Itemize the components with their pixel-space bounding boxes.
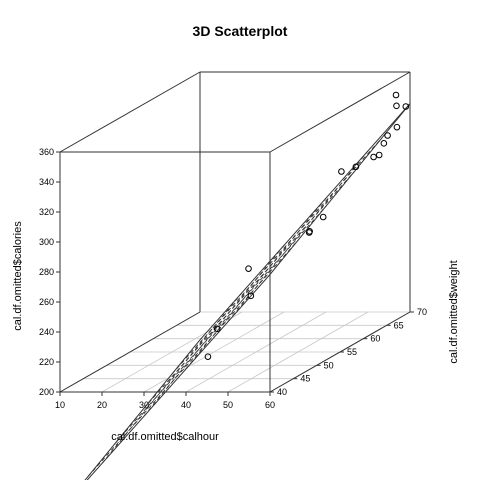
plot-box [59, 71, 411, 393]
x-tick-label: 10 [55, 400, 65, 410]
data-point [245, 265, 252, 272]
floor-grid [59, 311, 411, 393]
data-point [375, 151, 383, 159]
regression-plane-gridline [143, 171, 355, 409]
y-tick-label: 45 [300, 374, 310, 384]
x-tick-label: 40 [181, 400, 191, 410]
regression-plane-edge [199, 103, 411, 341]
data-point [393, 123, 401, 131]
z-tick-label: 280 [39, 267, 54, 277]
data-point [213, 325, 221, 333]
data-point [247, 292, 255, 300]
y-tick-label: 70 [417, 307, 427, 317]
data-point [384, 132, 391, 139]
plot-box-edge [269, 71, 411, 153]
x-tick-label: 50 [223, 400, 233, 410]
y-tick-label: 55 [347, 347, 357, 357]
y-tick-label: 40 [277, 387, 287, 397]
z-tick-label: 320 [39, 207, 54, 217]
chart-title: 3D Scatterplot [193, 23, 288, 39]
data-point [402, 103, 410, 110]
regression-plane-edge [86, 274, 271, 480]
x-tick-label: 20 [97, 400, 107, 410]
z-tick-label: 220 [39, 357, 54, 367]
data-point [319, 213, 327, 221]
regression-plane-edge [269, 103, 411, 275]
regression-plane-gridline [115, 205, 327, 443]
z-tick-label: 260 [39, 297, 54, 307]
plot-box-edge [59, 71, 201, 153]
y-tick-label: 50 [324, 360, 334, 370]
regression-plane-edge [84, 339, 201, 480]
z-axis-label: cal.df.omitted$calories [12, 221, 24, 331]
y-tick-label: 65 [394, 320, 404, 330]
z-tick-label: 360 [39, 147, 54, 157]
data-point [370, 153, 377, 161]
regression-plane-gridline [87, 240, 299, 477]
data-points [204, 91, 410, 360]
x-tick-label: 30 [139, 400, 149, 410]
z-tick-label: 340 [39, 177, 54, 187]
regression-plane [84, 103, 411, 480]
data-point [352, 163, 360, 171]
data-point [392, 91, 400, 99]
z-tick-label: 300 [39, 237, 54, 247]
data-point [393, 102, 400, 110]
x-tick-label: 60 [265, 400, 275, 410]
data-point [305, 229, 313, 236]
data-point [338, 168, 345, 175]
z-tick-label: 200 [39, 387, 54, 397]
data-point [204, 353, 212, 360]
axis-ticks: 10 20 30 40 50 60 200 220 240 260 280 300 320 340 360 4… [39, 147, 427, 410]
regression-plane-gridline [171, 137, 383, 375]
y-axis-label: cal.df.omitted$weight [448, 260, 460, 363]
plot-box-edge [59, 311, 201, 393]
y-tick-label: 60 [370, 334, 380, 344]
data-point [380, 140, 388, 147]
z-tick-label: 240 [39, 327, 54, 337]
x-axis-label: cal.df.omitted$calhour [111, 431, 219, 443]
